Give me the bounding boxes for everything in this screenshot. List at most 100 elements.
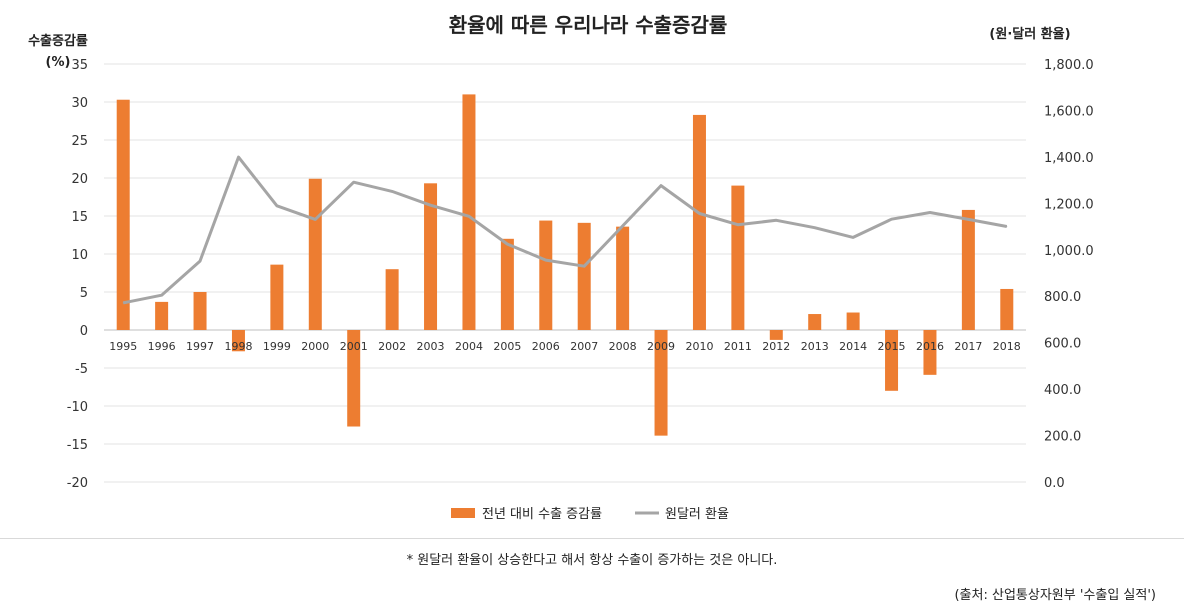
x-tick-label: 2001 (340, 340, 368, 353)
y-right-tick-label: 800.0 (1044, 290, 1081, 305)
bar (846, 312, 860, 330)
bar (462, 94, 476, 331)
chart-title: 환율에 따른 우리나라 수출증감률 (449, 13, 728, 37)
bar (885, 330, 899, 391)
divider (0, 538, 1184, 539)
line-point (660, 185, 662, 187)
line-point (199, 260, 201, 262)
bar (577, 222, 591, 330)
right-axis-title: (원·달러 환율) (989, 26, 1070, 42)
line-point (852, 236, 854, 238)
right-axis-ticks: 1,800.0 1,600.0 1,400.0 1,200.0 1,000.0 800.0… (1044, 58, 1094, 491)
line-point (967, 218, 969, 220)
y-right-tick-label: 0.0 (1044, 476, 1065, 491)
x-tick-label: 2012 (762, 340, 790, 353)
line-point (929, 212, 931, 214)
line-point (237, 156, 239, 158)
x-tick-label: 2006 (532, 340, 560, 353)
bar (961, 209, 975, 330)
line-point (506, 243, 508, 245)
y-left-tick-label: -15 (67, 438, 88, 453)
bar (424, 183, 438, 330)
y-left-tick-label: 25 (71, 134, 88, 149)
line-point (1006, 225, 1008, 227)
line-point (622, 225, 624, 227)
x-tick-label: 2017 (954, 340, 982, 353)
bar (155, 301, 169, 330)
y-left-tick-label: 5 (80, 286, 88, 301)
line-point (891, 218, 893, 220)
line-point (353, 181, 355, 183)
bar (1000, 288, 1014, 330)
y-right-tick-label: 400.0 (1044, 383, 1081, 398)
x-tick-label: 2011 (724, 340, 752, 353)
x-tick-label: 1996 (148, 340, 176, 353)
y-left-tick-label: 35 (71, 58, 88, 73)
source-credit: (출처: 산업통상자원부 '수출입 실적') (954, 588, 1156, 603)
line-point (314, 218, 316, 220)
bar-series (116, 94, 1014, 436)
x-tick-label: 2007 (570, 340, 598, 353)
y-right-tick-label: 200.0 (1044, 430, 1081, 445)
x-tick-label: 2009 (647, 340, 675, 353)
footnote: * 원달러 환율이 상승한다고 해서 항상 수출이 증가하는 것은 아니다. (406, 553, 778, 568)
bar (347, 330, 361, 427)
exchange-rate-line (122, 155, 1008, 305)
x-tick-label: 2005 (493, 340, 521, 353)
chart: 환율에 따른 우리나라 수출증감률 수출증감률 (%) (원·달러 환율) 35… (28, 13, 1094, 522)
bar (923, 330, 937, 375)
bar (270, 264, 284, 330)
x-tick-label: 2010 (685, 340, 713, 353)
legend: 전년 대비 수출 증감률 원달러 환율 (451, 507, 729, 522)
line-point (276, 205, 278, 207)
x-tick-label: 2008 (609, 340, 637, 353)
y-right-tick-label: 1,800.0 (1044, 58, 1094, 73)
bar (231, 330, 245, 352)
line-point (775, 219, 777, 221)
left-axis-title: 수출증감률 (28, 33, 88, 49)
line-series (122, 155, 1008, 305)
y-right-tick-label: 1,400.0 (1044, 151, 1094, 166)
y-left-tick-label: 10 (71, 248, 88, 263)
bar (616, 226, 630, 330)
bar (731, 185, 745, 330)
x-tick-label: 2000 (301, 340, 329, 353)
line-point (583, 265, 585, 267)
gridlines (104, 63, 1026, 483)
legend-bar-swatch (451, 508, 475, 518)
legend-bar-label: 전년 대비 수출 증감률 (482, 507, 602, 522)
y-left-tick-label: 30 (71, 96, 88, 111)
x-tick-label: 2015 (878, 340, 906, 353)
x-tick-label: 2003 (417, 340, 445, 353)
line-point (430, 204, 432, 206)
x-tick-label: 2004 (455, 340, 483, 353)
left-axis-unit: (%) (46, 55, 71, 70)
x-tick-label: 1995 (109, 340, 137, 353)
y-left-tick-label: 20 (71, 172, 88, 187)
y-left-tick-label: 15 (71, 210, 88, 225)
y-left-tick-label: -10 (67, 400, 88, 415)
legend-line-label: 원달러 환율 (665, 507, 729, 522)
bar (116, 99, 130, 330)
line-point (161, 294, 163, 296)
line-point (122, 302, 124, 304)
x-tick-label: 2002 (378, 340, 406, 353)
line-point (545, 259, 547, 261)
bar (808, 314, 822, 330)
x-tick-label: 2016 (916, 340, 944, 353)
bar (500, 238, 514, 330)
y-left-tick-label: -5 (75, 362, 88, 377)
bar (385, 269, 399, 330)
bar (654, 330, 668, 436)
x-tick-label: 2013 (801, 340, 829, 353)
line-point (737, 224, 739, 226)
x-tick-label: 2014 (839, 340, 867, 353)
left-axis-ticks: 35 30 25 20 15 10 5 0 -5 -10 -15 -20 (67, 58, 88, 491)
y-right-tick-label: 600.0 (1044, 337, 1081, 352)
x-tick-label: 1997 (186, 340, 214, 353)
line-point (468, 215, 470, 217)
y-right-tick-label: 1,000.0 (1044, 244, 1094, 259)
bar (539, 220, 553, 330)
y-left-tick-label: -20 (67, 476, 88, 491)
bar (769, 330, 783, 340)
